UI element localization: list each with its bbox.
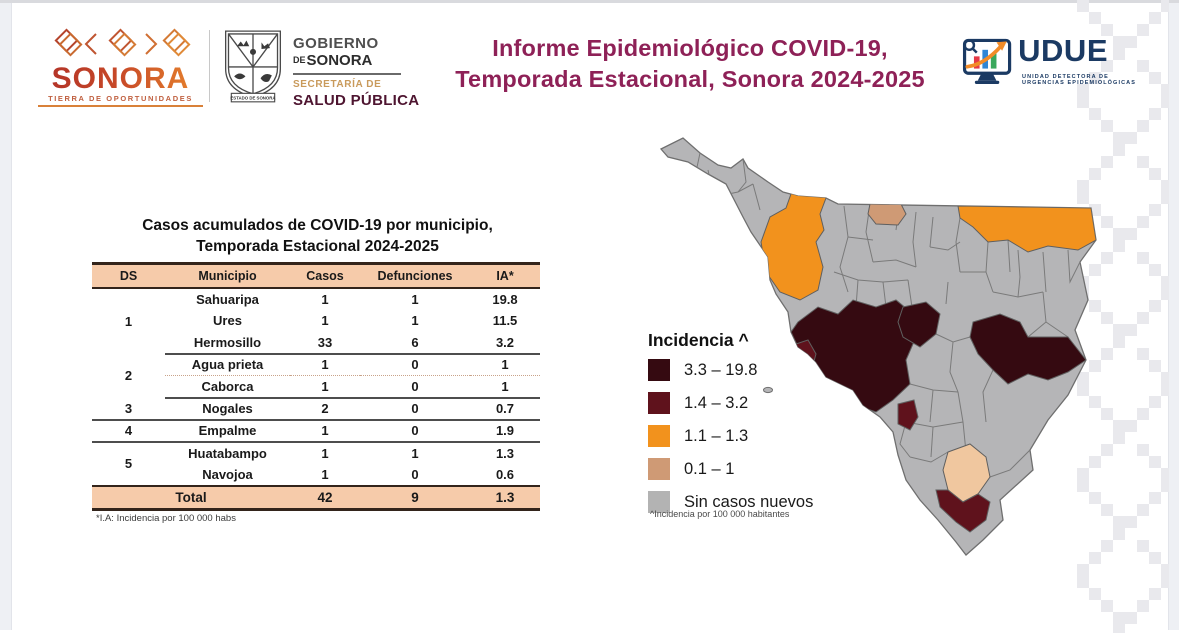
map-legend: Incidencia ^ 3.3 – 19.8 1.4 – 3.2 1.1 – … bbox=[648, 330, 868, 524]
sonora-coat-of-arms: ESTADO DE SONORA bbox=[224, 30, 282, 103]
right-margin-strip bbox=[1168, 3, 1179, 630]
top-divider bbox=[0, 0, 1179, 3]
salud-publica-label: SALUD PÚBLICA bbox=[293, 92, 420, 109]
sonora-state-logo: SONORA TIERRA DE OPORTUNIDADES bbox=[38, 28, 203, 107]
gobierno-label: GOBIERNO bbox=[293, 35, 379, 52]
udue-subtitle: UNIDAD DETECTORA DE URGENCIAS EPIDEMIOLÓ… bbox=[1022, 74, 1136, 86]
table-title: Casos acumulados de COVID-19 por municip… bbox=[142, 217, 493, 255]
udue-wordmark: UDUE bbox=[1018, 33, 1108, 68]
legend-footnote: ^Incidencia por 100 000 habitantes bbox=[650, 509, 790, 519]
sonora-logo-tagline: TIERRA DE OPORTUNIDADES bbox=[38, 94, 203, 107]
legend-item: 1.4 – 3.2 bbox=[648, 392, 868, 414]
map-region-caborca bbox=[760, 183, 827, 301]
secretaria-label: SECRETARÍA DE bbox=[293, 79, 382, 90]
table-total-row: Total 42 9 1.3 bbox=[92, 484, 540, 511]
legend-item: 0.1 – 1 bbox=[648, 458, 868, 480]
col-defunciones: Defunciones bbox=[360, 262, 470, 289]
seal-banner-text: ESTADO DE SONORA bbox=[230, 95, 276, 100]
gov-rule bbox=[293, 73, 401, 75]
legend-item: 1.1 – 1.3 bbox=[648, 425, 868, 447]
page-title-line2: Temporada Estacional, Sonora 2024-2025 bbox=[455, 66, 925, 92]
map-island bbox=[763, 386, 773, 394]
left-margin-strip bbox=[0, 3, 12, 630]
sonora-logo-wordmark: SONORA bbox=[38, 64, 203, 94]
map-region-dark-ures bbox=[897, 301, 941, 348]
diamond-pattern-decoration bbox=[1077, 0, 1169, 633]
table-row: 3 Nogales 2 0 0.7 bbox=[92, 397, 540, 421]
sonora-pattern-icon bbox=[53, 28, 191, 57]
col-ds: DS bbox=[92, 262, 165, 289]
table-row: 1 Sahuaripa 1 1 19.8 bbox=[124, 291, 518, 329]
table-row: Hermosillo 33 6 3.2 bbox=[92, 331, 540, 355]
cases-table: DS Municipio Casos Defunciones IA* 1 Sah… bbox=[92, 262, 540, 511]
legend-swatch-none bbox=[648, 491, 670, 513]
legend-item: Sin casos nuevos bbox=[648, 491, 868, 513]
table-row: Navojoa 1 0 0.6 bbox=[202, 466, 515, 482]
page-title-line1: Informe Epidemiológico COVID-19, bbox=[492, 35, 888, 61]
legend-item: 3.3 – 19.8 bbox=[648, 359, 868, 381]
de-sonora-label: DESONORA bbox=[293, 52, 373, 69]
table-header-row: DS Municipio Casos Defunciones IA* bbox=[92, 262, 540, 289]
sonora-choropleth-map bbox=[659, 137, 1097, 556]
map-region-dark-east bbox=[969, 313, 1087, 385]
logo-divider bbox=[209, 30, 210, 102]
udue-monitor-icon bbox=[962, 38, 1012, 84]
legend-swatch-tan bbox=[648, 458, 670, 480]
table-row: Ures 1 1 11.5 bbox=[213, 313, 518, 328]
col-ia: IA* bbox=[470, 262, 540, 289]
map-region-tan-north bbox=[867, 201, 907, 226]
legend-swatch-orange bbox=[648, 425, 670, 447]
table-row: 4 Empalme 1 0 1.9 bbox=[92, 419, 540, 443]
map-region-mid-empalme bbox=[897, 399, 919, 431]
government-wordmark: GOBIERNO DESONORA SECRETARÍA DE SALUD PÚ… bbox=[293, 36, 419, 108]
udue-logo: UDUE UNIDAD DETECTORA DE URGENCIAS EPIDE… bbox=[958, 33, 1136, 86]
table-row: 5 Huatabampo 1 1 1.3 bbox=[124, 445, 515, 472]
legend-swatch-mid bbox=[648, 392, 670, 414]
legend-swatch-high bbox=[648, 359, 670, 381]
col-casos: Casos bbox=[290, 262, 360, 289]
map-bay-dot bbox=[765, 285, 771, 291]
legend-title: Incidencia ^ bbox=[648, 330, 749, 350]
map-region-mid-huatabampo bbox=[935, 489, 991, 533]
col-municipio: Municipio bbox=[165, 262, 290, 289]
page-title: Informe Epidemiológico COVID-19, Tempora… bbox=[420, 33, 960, 95]
table-footnote: *I.A: Incidencia por 100 000 habs bbox=[96, 513, 236, 524]
